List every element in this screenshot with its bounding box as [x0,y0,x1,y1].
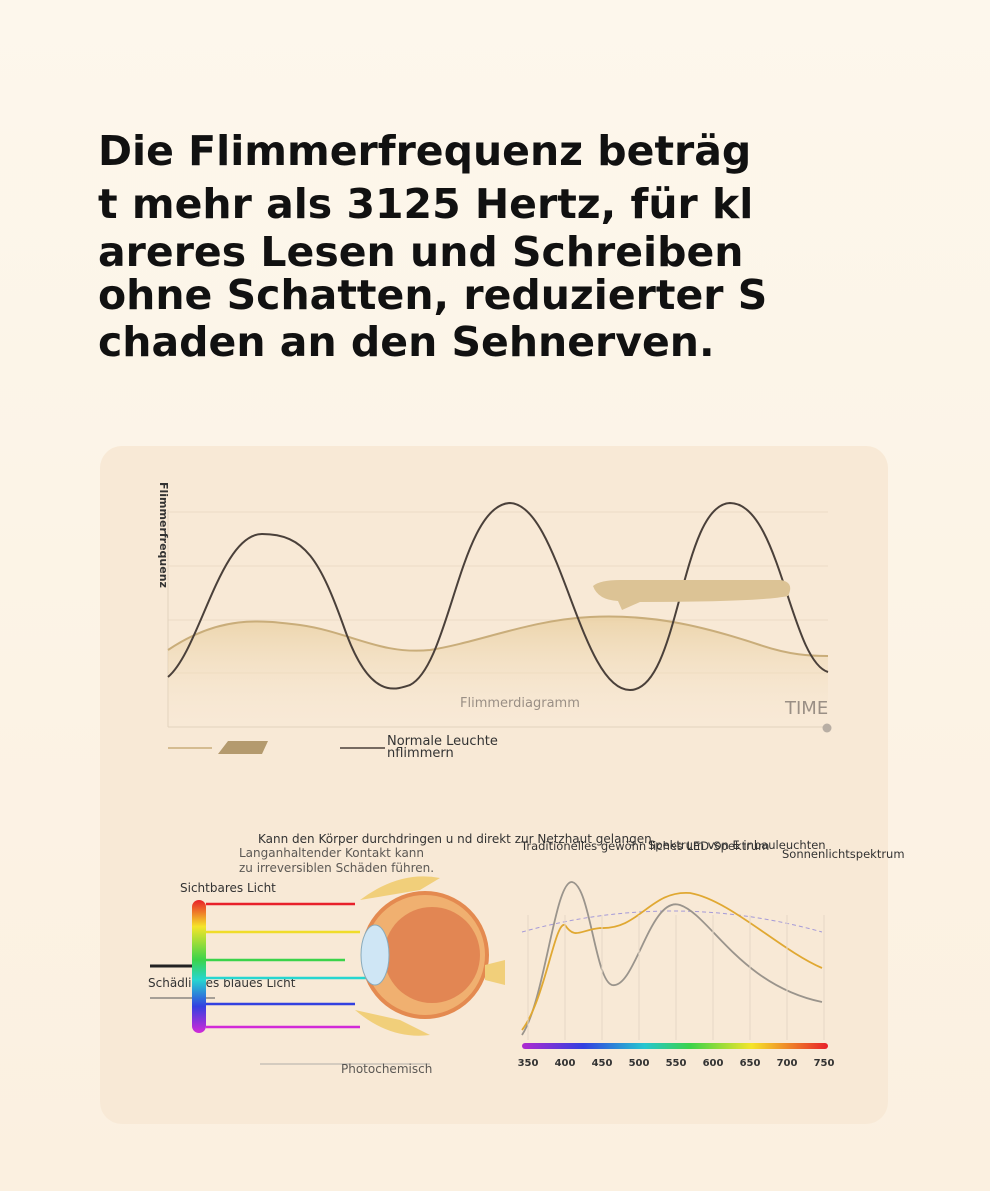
note: Langanhaltender Kontakt kann [239,846,424,860]
x-tick-label: 500 [629,1058,650,1069]
gold-wave [167,615,829,657]
card [100,446,888,1124]
x-tick-label: 400 [555,1058,576,1069]
eye-diagram: Kann den Körper durchdringen u nd direkt… [148,832,656,1076]
x-tick-label: 550 [666,1058,687,1069]
nerve [485,960,505,985]
dark-wave [167,501,829,692]
bubble [593,580,791,610]
spectrum-label: Spektrum von E inbauleuchten [648,838,826,852]
legend-text: nflimmern [387,746,454,761]
spectrum-label: Sonnenlichtspektrum [782,847,905,861]
x-tick-label: 650 [740,1058,761,1069]
rainbow-bar [192,900,206,1033]
builtin-curve [521,892,823,1031]
flicker-chart: Flimmerfrequenz Flimmerdiagramm TIME Nor… [157,482,832,761]
x-tick-label: 600 [703,1058,724,1069]
retina [384,907,480,1003]
spectrum-label: Traditionelles gewöhn liches LED-Spektru… [520,839,769,853]
title-line: Die Flimmerfrequenz beträg [98,127,751,175]
bottom-label: Photochemisch [341,1062,432,1076]
note: Kann den Körper durchdringen u nd direkt… [258,832,656,846]
blue-label: Schädliches blaues Licht [148,976,296,990]
note: zu irreversiblen Schäden führen. [239,861,434,875]
lens [360,924,390,986]
title-line: areres Lesen und Schreiben [98,228,743,276]
x-label: TIME [784,698,828,719]
area [168,616,828,727]
visible-label: Sichtbares Licht [180,881,276,895]
y-label: Flimmerfrequenz [157,482,170,588]
caption: Flimmerdiagramm [460,696,580,711]
x-tick-label: 450 [592,1058,613,1069]
x-tick-label: 750 [814,1058,835,1069]
title-line: t mehr als 3125 Hertz, für kl [98,180,753,228]
title-line: chaden an den Sehnerven. [98,318,715,366]
x-tick-label: 350 [518,1058,539,1069]
legend-text: Normale Leuchte [387,734,498,749]
legend-icon [218,741,268,754]
title-line: ohne Schatten, reduzierter S [98,271,767,319]
spectrum: Traditionelles gewöhn liches LED-Spektru… [518,838,905,1069]
x-tick-label: 700 [777,1058,798,1069]
spectrum-bar [522,1043,828,1049]
title: Die Flimmerfrequenz beträg t mehr als 312… [98,127,767,366]
